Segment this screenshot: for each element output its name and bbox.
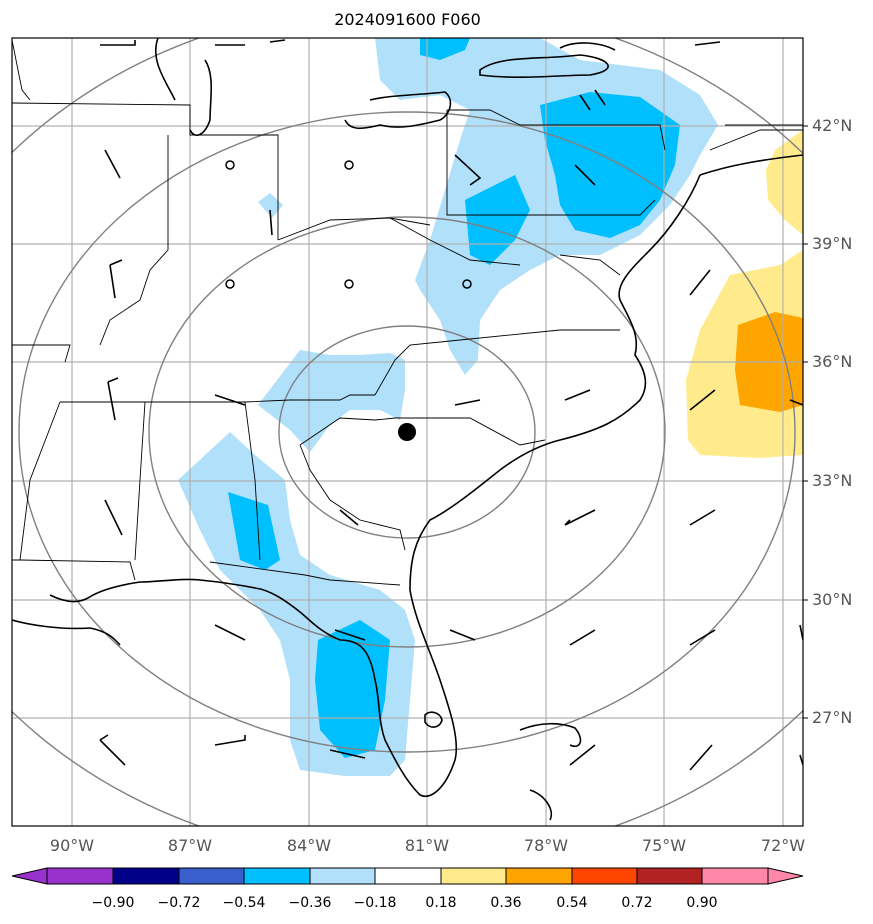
lat-label-30n: 30°N <box>812 590 853 609</box>
colorbar-tick: −0.36 <box>288 895 332 911</box>
lat-lon-grid <box>12 38 803 826</box>
coastlines <box>12 38 803 821</box>
lon-label-78w: 78°W <box>523 836 569 855</box>
colorbar-tick: −0.90 <box>91 895 135 911</box>
lon-label-72w: 72°W <box>760 836 806 855</box>
colorbar-tick: 0.90 <box>686 895 718 911</box>
colorbar <box>11 867 804 885</box>
lon-label-90w: 90°W <box>49 836 95 855</box>
map-title: 2024091600 F060 <box>334 10 481 29</box>
lon-label-84w: 84°W <box>286 836 332 855</box>
deep-blue-shading <box>228 38 680 758</box>
lat-label-42n: 42°N <box>812 116 853 135</box>
colorbar-tick: −0.54 <box>222 895 266 911</box>
state-boundaries <box>12 39 803 586</box>
colorbar-tick: 0.54 <box>556 895 588 911</box>
lon-label-75w: 75°W <box>641 836 687 855</box>
calm-wind-circles <box>225 160 472 289</box>
center-point-marker <box>398 423 416 441</box>
map-frame <box>11 37 804 827</box>
lat-label-36n: 36°N <box>812 352 853 371</box>
colorbar-tick: 0.36 <box>490 895 522 911</box>
lat-label-27n: 27°N <box>812 708 853 727</box>
lon-label-81w: 81°W <box>404 836 450 855</box>
colorbar-tick: 0.72 <box>621 895 653 911</box>
colorbar-tick: −0.72 <box>157 895 201 911</box>
range-rings <box>12 38 803 826</box>
lon-label-87w: 87°W <box>167 836 213 855</box>
colorbar-tick: −0.18 <box>353 895 397 911</box>
colorbar-tick: 0.18 <box>425 895 457 911</box>
lat-label-33n: 33°N <box>812 471 853 490</box>
lat-label-39n: 39°N <box>812 234 853 253</box>
